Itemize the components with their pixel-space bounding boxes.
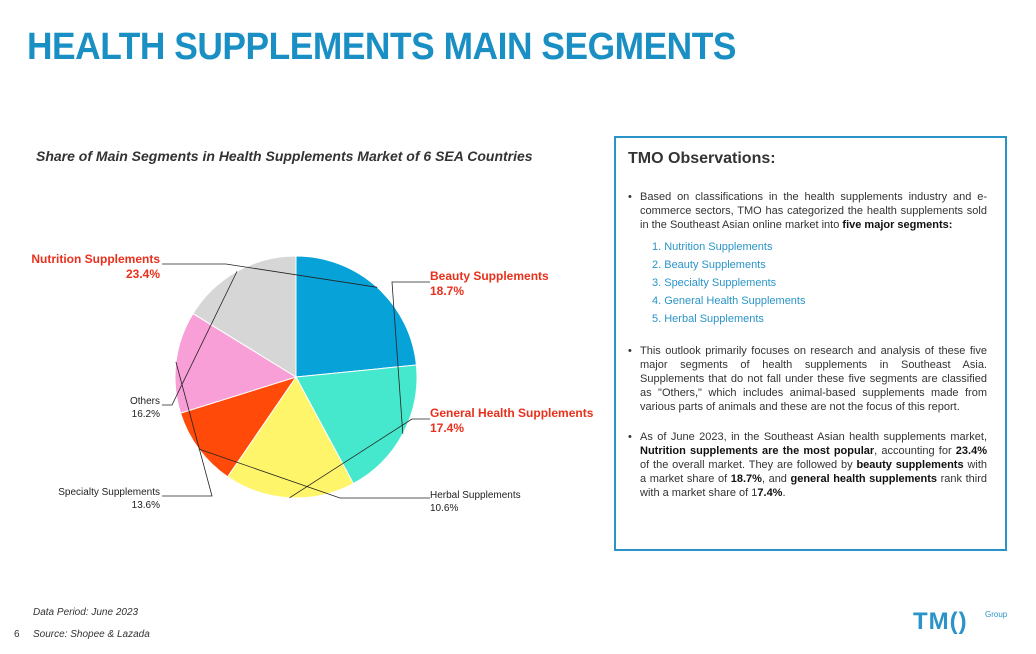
label-general: General Health Supplements 17.4% bbox=[430, 406, 593, 436]
obs3-bold: general health supplements bbox=[790, 473, 938, 485]
segment-item: 1. Nutrition Supplements bbox=[652, 241, 773, 253]
observation-1-bold: five major segments: bbox=[842, 219, 953, 231]
label-specialty: Specialty Supplements 13.6% bbox=[40, 486, 160, 512]
data-source: Source: Shopee & Lazada bbox=[33, 629, 150, 640]
obs3-text: rank third with a market share of 1 bbox=[640, 473, 987, 499]
obs3-text: , accounting for bbox=[874, 445, 956, 457]
obs3-bold: 18.7% bbox=[730, 473, 762, 485]
obs3-bold: Nutrition supplements are the most popul… bbox=[640, 445, 875, 457]
page-number: 6 bbox=[14, 629, 20, 640]
page-title: HEALTH SUPPLEMENTS MAIN SEGMENTS bbox=[27, 26, 736, 68]
label-general-value: 17.4% bbox=[430, 421, 465, 435]
label-beauty-value: 18.7% bbox=[430, 284, 465, 298]
label-herbal-value: 10.6% bbox=[430, 503, 459, 514]
leader-line-nutrition bbox=[162, 263, 378, 288]
leader-line-specialty bbox=[162, 361, 213, 497]
segment-item: 3. Specialty Supplements bbox=[652, 277, 777, 289]
label-herbal-name: Herbal Supplements bbox=[430, 490, 521, 501]
logo-main-text: TM() bbox=[913, 608, 968, 635]
obs3-text: , and bbox=[761, 473, 791, 485]
obs3-text: As of June 2023, in the Southeast Asian … bbox=[640, 431, 987, 443]
segment-list: 1. Nutrition Supplements 2. Beauty Suppl… bbox=[652, 238, 987, 328]
label-others: Others 16.2% bbox=[100, 395, 160, 421]
obs3-text: . bbox=[782, 487, 786, 499]
obs3-text: of the overall market. They are followed… bbox=[640, 459, 857, 471]
observations-title: TMO Observations: bbox=[628, 150, 776, 167]
label-beauty: Beauty Supplements 18.7% bbox=[430, 269, 549, 299]
label-others-name: Others bbox=[129, 396, 160, 407]
observation-1-text: Based on classifications in the health s… bbox=[640, 191, 987, 231]
leader-line-herbal bbox=[198, 448, 430, 499]
observation-3: As of June 2023, in the Southeast Asian … bbox=[628, 430, 987, 500]
obs3-bold: beauty supplements bbox=[856, 459, 964, 471]
leader-line-others bbox=[162, 271, 238, 406]
label-specialty-name: Specialty Supplements bbox=[58, 487, 160, 498]
label-specialty-value: 13.6% bbox=[131, 500, 160, 511]
obs3-text: with a market share of bbox=[640, 459, 988, 485]
segment-item: 2. Beauty Supplements bbox=[652, 259, 766, 271]
label-nutrition-value: 23.4% bbox=[125, 267, 160, 281]
leader-line-general-health bbox=[289, 418, 430, 499]
segment-item: 5. Herbal Supplements bbox=[652, 313, 764, 325]
data-period: Data Period: June 2023 bbox=[33, 607, 139, 618]
observations-panel: TMO Observations: Based on classificatio… bbox=[614, 136, 1007, 551]
label-others-value: 16.2% bbox=[131, 409, 160, 420]
label-general-name: General Health Supplements bbox=[430, 406, 594, 420]
label-nutrition-name: Nutrition Supplements bbox=[31, 252, 160, 266]
logo-sub-text: Group bbox=[985, 610, 1008, 619]
obs3-bold: 23.4% bbox=[955, 445, 987, 457]
observation-1: Based on classifications in the health s… bbox=[628, 190, 987, 328]
segment-item: 4. General Health Supplements bbox=[652, 295, 806, 307]
label-herbal: Herbal Supplements 10.6% bbox=[430, 489, 521, 515]
leader-line-beauty bbox=[391, 281, 430, 434]
label-beauty-name: Beauty Supplements bbox=[430, 269, 549, 283]
chart-title: Share of Main Segments in Health Supplem… bbox=[36, 148, 533, 164]
pie-slice-nutrition bbox=[295, 255, 417, 378]
observation-2: This outlook primarily focuses on resear… bbox=[628, 344, 987, 414]
tmo-logo: TM() Group bbox=[913, 608, 1007, 636]
obs3-bold: 7.4% bbox=[757, 487, 783, 499]
label-nutrition: Nutrition Supplements 23.4% bbox=[30, 252, 160, 282]
